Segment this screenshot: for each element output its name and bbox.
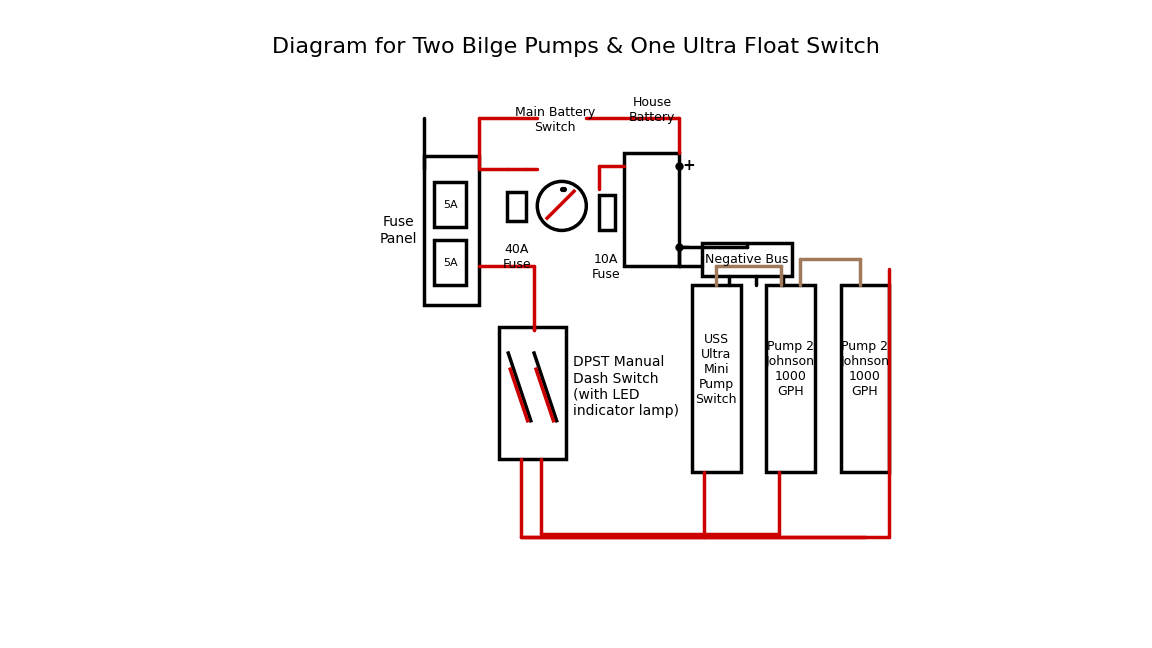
Bar: [434, 182, 467, 227]
Text: +: +: [682, 158, 695, 174]
Bar: [624, 153, 680, 266]
Bar: [434, 240, 467, 285]
Text: 10A
Fuse: 10A Fuse: [592, 253, 621, 281]
Bar: [424, 156, 479, 305]
Text: 5A: 5A: [442, 258, 457, 268]
Text: Diagram for Two Bilge Pumps & One Ultra Float Switch: Diagram for Two Bilge Pumps & One Ultra …: [272, 36, 880, 56]
Bar: [499, 327, 567, 459]
Text: -: -: [682, 238, 689, 255]
Text: 40A
Fuse: 40A Fuse: [502, 244, 531, 272]
Bar: [702, 244, 793, 275]
Text: 5A: 5A: [442, 200, 457, 210]
Bar: [766, 285, 814, 472]
Text: Pump 2
Johnson
1000
GPH: Pump 2 Johnson 1000 GPH: [766, 340, 814, 399]
Bar: [841, 285, 889, 472]
Text: Fuse
Panel: Fuse Panel: [380, 215, 417, 246]
Circle shape: [537, 181, 586, 231]
Text: Pump 2
Johnson
1000
GPH: Pump 2 Johnson 1000 GPH: [840, 340, 889, 399]
Bar: [507, 192, 526, 221]
Text: DPST Manual
Dash Switch
(with LED
indicator lamp): DPST Manual Dash Switch (with LED indica…: [573, 356, 679, 418]
Bar: [599, 195, 615, 231]
Text: USS
Ultra
Mini
Pump
Switch: USS Ultra Mini Pump Switch: [696, 333, 737, 406]
Text: Main Battery
Switch: Main Battery Switch: [515, 106, 596, 133]
Text: Negative Bus: Negative Bus: [705, 253, 789, 266]
Bar: [692, 285, 741, 472]
Text: House
Battery: House Battery: [629, 96, 675, 124]
